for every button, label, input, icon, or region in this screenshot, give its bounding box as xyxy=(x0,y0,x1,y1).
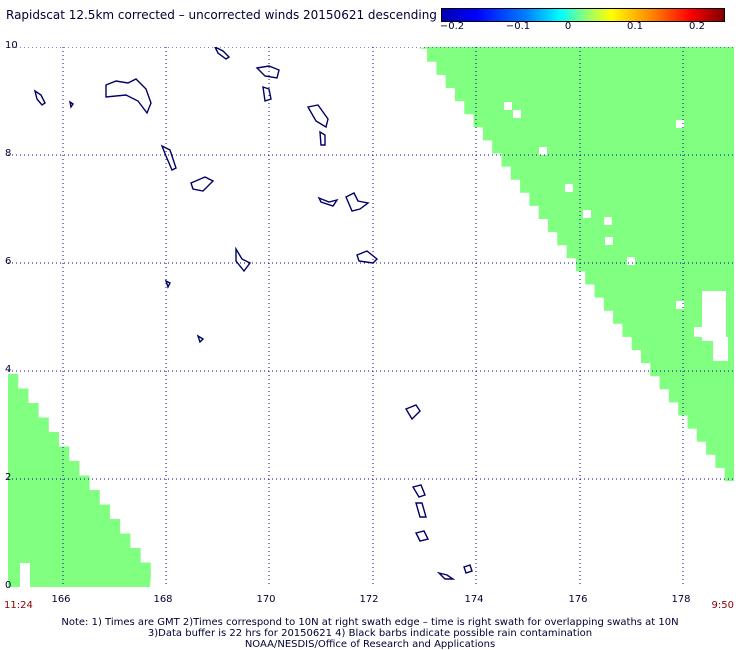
swath-upper-right xyxy=(417,47,734,481)
colorbar xyxy=(441,8,725,22)
lat-label-8: 8 xyxy=(5,148,12,159)
lon-label-178: 178 xyxy=(671,594,691,605)
note-line-3: NOAA/NESDIS/Office of Research and Appli… xyxy=(244,639,496,650)
atoll-outline xyxy=(105,78,152,115)
swath-gap xyxy=(605,237,613,245)
swath-gap xyxy=(694,327,704,337)
colorbar-label-min: −0.2 xyxy=(439,21,465,32)
atoll-outline xyxy=(262,85,272,102)
atoll-outline xyxy=(33,89,46,106)
swath-gap xyxy=(504,102,512,110)
map-title: Rapidscat 12.5km corrected – uncorrected… xyxy=(6,8,437,22)
lat-label-6: 6 xyxy=(5,256,12,267)
swath-gap xyxy=(513,110,521,118)
colorbar-label-pos: 0.1 xyxy=(627,21,643,32)
wind-difference-map xyxy=(8,47,734,587)
atoll-outline xyxy=(164,279,171,289)
lon-label-170: 170 xyxy=(256,594,276,605)
lon-label-168: 168 xyxy=(153,594,173,605)
swath-gap xyxy=(604,217,612,225)
swath-gap xyxy=(676,301,684,309)
atoll-outline xyxy=(414,530,430,542)
atoll-outline xyxy=(214,47,231,60)
time-right: 9:50 xyxy=(711,600,734,611)
lat-label-2: 2 xyxy=(5,472,12,483)
atoll-outline xyxy=(317,196,339,207)
swath-gap xyxy=(676,120,684,128)
atoll-outline xyxy=(160,144,177,171)
note-line-1: Note: 1) Times are GMT 2)Times correspon… xyxy=(61,617,679,628)
atoll-outline xyxy=(306,104,329,129)
swath-layer xyxy=(8,47,734,587)
time-left: 11:24 xyxy=(4,600,33,611)
atoll-outline xyxy=(196,334,205,344)
note-line-2: 3)Data buffer is 22 hrs for 20150621 4) … xyxy=(147,628,593,639)
lat-label-0: 0 xyxy=(5,580,12,591)
atoll-outline xyxy=(411,484,426,498)
lon-label-172: 172 xyxy=(359,594,379,605)
atoll-outline xyxy=(404,404,421,421)
atoll-outline xyxy=(436,571,456,580)
swath-gap xyxy=(565,184,573,192)
swath-gap xyxy=(702,291,726,341)
atoll-outline xyxy=(415,502,427,518)
colorbar-label-neg: −0.1 xyxy=(505,21,531,32)
atoll-outline xyxy=(345,192,370,212)
lat-lon-grid xyxy=(8,47,734,587)
lon-label-176: 176 xyxy=(568,594,588,605)
colorbar-label-max: 0.2 xyxy=(689,21,705,32)
swath-lower-left xyxy=(8,374,151,587)
colorbar-label-zero: 0 xyxy=(564,21,572,32)
land-outlines xyxy=(33,47,473,580)
swath-gap xyxy=(713,337,728,361)
lat-label-4: 4 xyxy=(5,364,12,375)
lon-label-166: 166 xyxy=(51,594,71,605)
swath-gap xyxy=(583,210,591,218)
swath-gap xyxy=(627,257,635,265)
atoll-outline xyxy=(356,250,379,264)
lat-label-10: 10 xyxy=(5,40,18,51)
atoll-outline xyxy=(68,100,74,109)
lon-label-174: 174 xyxy=(464,594,484,605)
atoll-outline xyxy=(463,564,473,574)
atoll-outline xyxy=(235,246,252,273)
atoll-outline xyxy=(319,130,326,146)
swath-gap xyxy=(539,147,547,155)
atoll-outline xyxy=(255,65,280,79)
swath-gap xyxy=(20,563,30,587)
atoll-outline xyxy=(190,176,215,192)
